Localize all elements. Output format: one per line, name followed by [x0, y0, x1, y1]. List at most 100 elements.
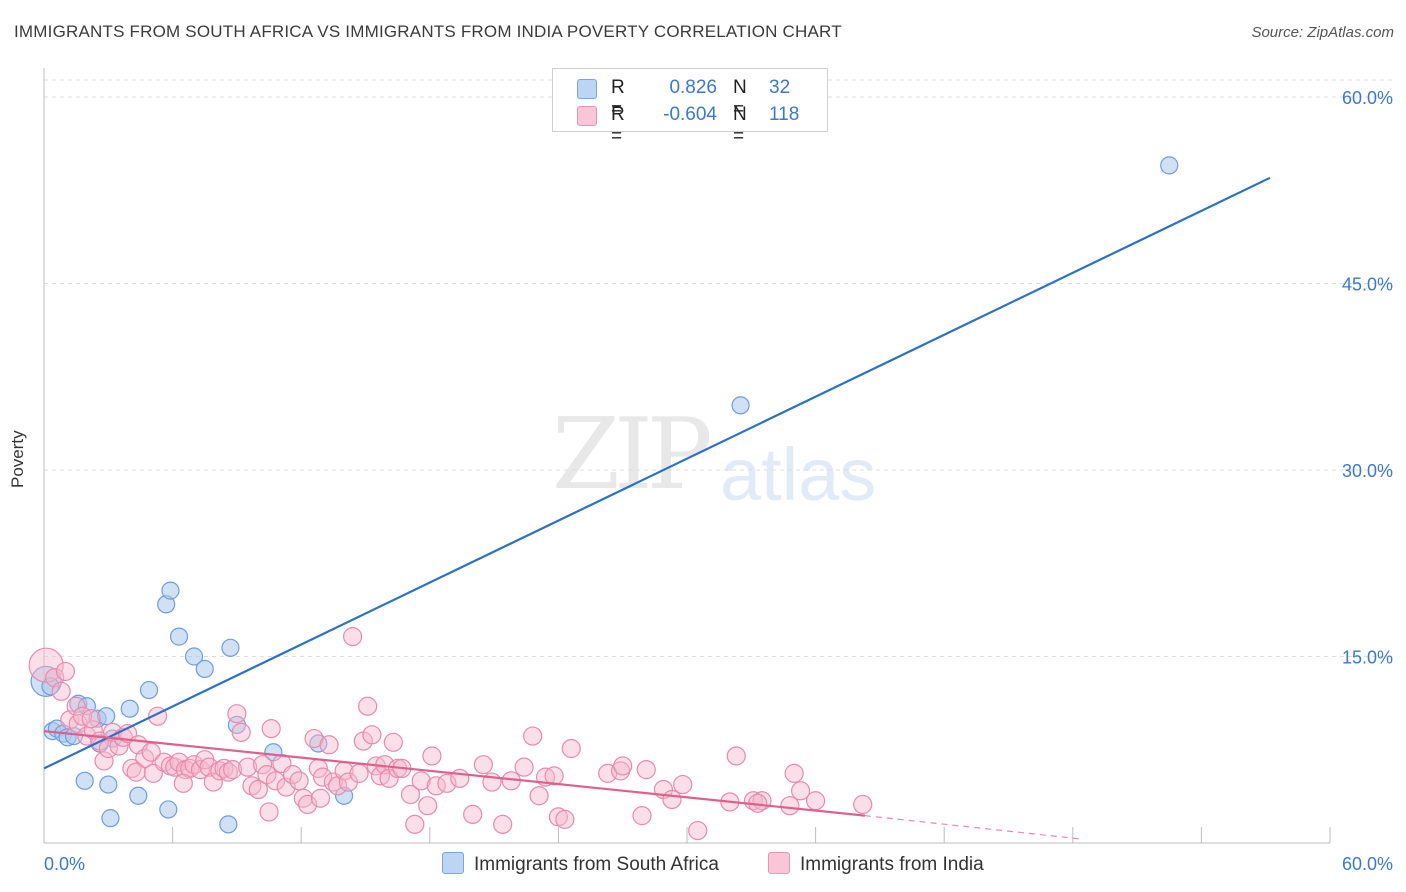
trend-line-india — [43, 730, 866, 817]
y-tick-label: 30.0% — [1342, 461, 1393, 481]
tick-labels: 15.0% 30.0% 45.0% 60.0% 0.0% 60.0% — [44, 88, 1393, 874]
series-south-africa-points — [30, 156, 1179, 834]
x-tick-label: 60.0% — [1342, 854, 1393, 874]
legend-r-value: -0.604 — [663, 104, 717, 125]
grid-layer — [44, 79, 1394, 657]
data-point-india — [223, 760, 243, 780]
data-point-india — [726, 746, 746, 766]
data-point-india — [28, 647, 64, 683]
data-point-south-africa — [1160, 156, 1179, 175]
data-point-india — [450, 768, 470, 788]
bottom-legend-label-india: Immigrants from India — [800, 854, 984, 875]
data-point-india — [437, 773, 457, 793]
data-point-india — [561, 738, 581, 759]
data-point-south-africa — [731, 396, 750, 415]
data-point-south-africa — [195, 659, 214, 679]
data-point-india — [94, 751, 114, 771]
data-point-india — [289, 771, 309, 791]
data-point-india — [493, 814, 513, 834]
legend-n-label: N = — [733, 77, 747, 120]
data-point-india — [632, 806, 652, 826]
stats-legend: R = 0.826 N = 32 R = -0.604 N = 118 — [552, 68, 828, 147]
data-point-india — [400, 784, 421, 805]
data-point-india — [199, 757, 219, 777]
data-point-south-africa — [219, 815, 238, 834]
data-point-south-africa — [221, 638, 240, 657]
data-point-south-africa — [77, 697, 96, 716]
data-point-south-africa — [184, 647, 204, 666]
legend-swatch-india — [577, 106, 597, 126]
data-point-india — [780, 796, 800, 816]
watermark-zip: ZIP — [552, 398, 713, 512]
data-point-india — [313, 767, 333, 787]
y-tick-label: 45.0% — [1342, 275, 1393, 295]
data-point-south-africa — [129, 786, 148, 805]
data-point-india — [55, 661, 76, 682]
data-point-india — [253, 755, 273, 775]
data-point-india — [349, 763, 369, 783]
data-point-india — [463, 804, 483, 825]
data-point-india — [784, 763, 804, 783]
data-point-india — [362, 725, 382, 745]
data-point-india — [203, 772, 223, 792]
legend-n-value: 118 — [769, 104, 800, 125]
data-point-india — [51, 681, 71, 701]
legend-r-label: R = — [611, 77, 625, 120]
data-point-india — [259, 802, 279, 822]
data-point-south-africa — [159, 800, 178, 819]
data-point-india — [805, 791, 826, 811]
data-point-india — [126, 762, 146, 782]
x-tick-label: 0.0% — [44, 854, 85, 874]
data-point-india — [310, 788, 331, 808]
data-point-south-africa — [101, 809, 120, 828]
data-point-india — [411, 771, 431, 791]
data-point-india — [265, 771, 286, 791]
data-point-south-africa — [161, 581, 180, 600]
data-point-india — [358, 696, 378, 716]
y-tick-label: 15.0% — [1342, 648, 1393, 668]
data-point-south-africa — [75, 771, 94, 790]
data-point-india — [227, 704, 247, 724]
data-point-india — [418, 796, 438, 816]
data-point-india — [343, 627, 363, 647]
bottom-legend-label-south-africa: Immigrants from South Africa — [474, 854, 719, 875]
data-point-india — [673, 774, 693, 795]
data-point-india — [422, 746, 442, 766]
bottom-legend-swatch-south-africa — [442, 852, 464, 874]
data-point-south-africa — [97, 707, 116, 726]
legend-n-label: N = — [733, 104, 747, 147]
legend-n-value: 32 — [769, 77, 791, 98]
data-point-india — [81, 709, 101, 729]
data-point-india — [169, 752, 189, 772]
data-point-india — [514, 757, 534, 777]
data-point-south-africa — [139, 680, 159, 700]
axis-layer — [43, 68, 1331, 844]
data-point-india — [662, 789, 682, 810]
data-point-india — [636, 760, 656, 780]
trend-line-south-africa — [43, 176, 1271, 770]
data-point-india — [544, 766, 564, 786]
data-point-india — [184, 755, 204, 775]
data-point-india — [261, 719, 281, 739]
data-point-india — [555, 809, 575, 829]
watermark-atlas: atlas — [720, 433, 877, 516]
data-point-south-africa — [120, 699, 139, 718]
legend-swatch-south-africa — [577, 79, 597, 99]
trend-lines — [43, 176, 1271, 840]
data-point-india — [383, 732, 403, 752]
y-tick-label: 60.0% — [1342, 88, 1393, 108]
data-point-south-africa — [99, 775, 118, 794]
data-point-india — [248, 779, 268, 800]
data-point-india — [790, 781, 811, 801]
bottom-legend-india: Immigrants from India — [768, 852, 984, 876]
trend-line-india-extension — [864, 815, 1084, 840]
data-point-india — [473, 755, 493, 775]
data-point-south-africa — [169, 627, 189, 646]
chart-title: IMMIGRANTS FROM SOUTH AFRICA VS IMMIGRAN… — [14, 22, 842, 41]
legend-r-label: R = — [611, 104, 625, 147]
data-point-india — [529, 786, 549, 806]
series-india-points — [28, 627, 873, 841]
chart-source: Source: ZipAtlas.com — [1251, 24, 1394, 41]
data-point-india — [613, 756, 633, 776]
